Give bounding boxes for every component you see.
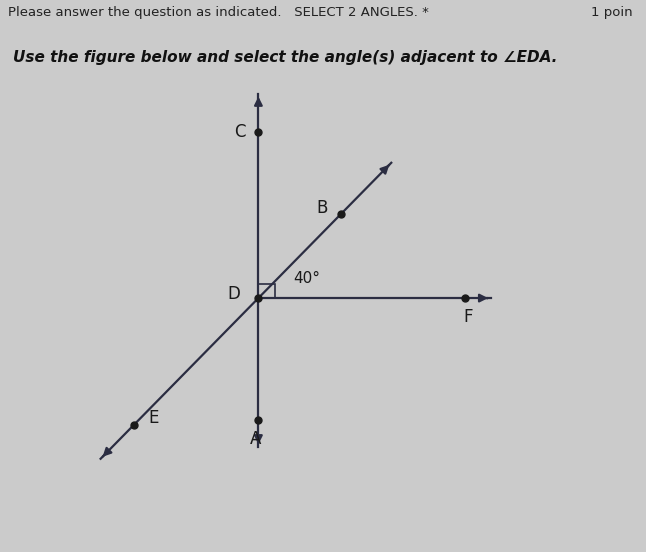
Text: D: D xyxy=(227,285,240,302)
Text: A: A xyxy=(249,430,261,448)
Text: E: E xyxy=(148,410,158,427)
Text: Use the figure below and select the angle(s) adjacent to ∠EDA.: Use the figure below and select the angl… xyxy=(13,50,557,65)
Text: 40°: 40° xyxy=(293,271,320,286)
Text: B: B xyxy=(317,199,328,217)
Text: 1 poin: 1 poin xyxy=(592,6,633,19)
Text: Please answer the question as indicated.   SELECT 2 ANGLES. *: Please answer the question as indicated.… xyxy=(8,6,429,19)
Text: C: C xyxy=(234,124,246,141)
Text: F: F xyxy=(464,309,473,326)
